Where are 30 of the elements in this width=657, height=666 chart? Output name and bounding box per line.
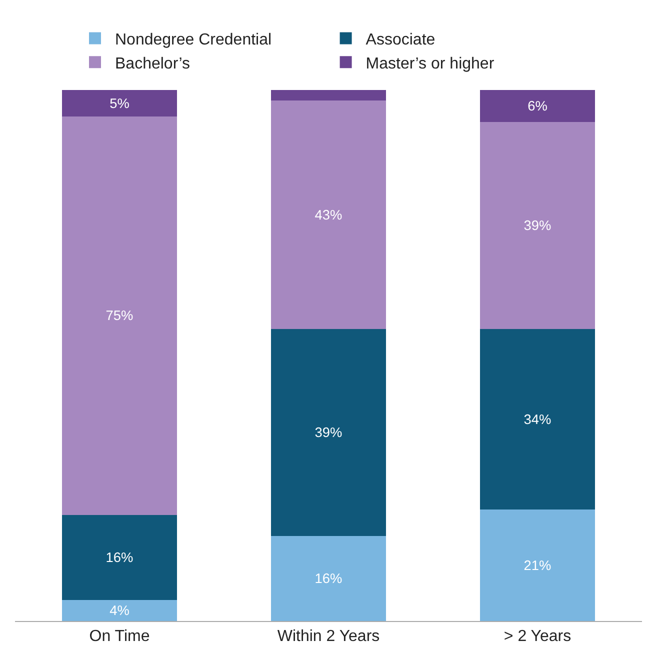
data-label: 43% [314,207,342,222]
bar [480,122,595,329]
x-tick-label: > 2 Years [504,628,572,646]
data-label: 5% [110,96,130,111]
bar [62,514,177,600]
bar [271,328,386,536]
legend-label: Master’s or higher [366,55,495,72]
data-label: 75% [106,308,134,324]
bar [480,328,595,510]
data-label: 34% [524,412,552,427]
bar [271,536,386,621]
data-label: 39% [314,425,342,440]
bar [480,90,595,122]
x-tick-label: On Time [89,628,150,646]
bar [62,90,177,117]
data-label: 6% [528,98,548,114]
data-label: 4% [110,602,130,618]
bar [271,100,386,329]
bar [62,116,177,515]
data-label: 16% [106,550,134,565]
bar [62,600,177,621]
legend-label: Bachelor’s [115,55,190,72]
legend-label: Associate [366,32,436,49]
x-tick-label: Within 2 Years [277,628,380,646]
data-label: 39% [524,218,552,233]
data-label: 16% [314,571,342,586]
data-label: 21% [524,558,552,573]
legend-label: Nondegree Credential [115,32,272,49]
bar [271,90,386,101]
bar [480,509,595,621]
